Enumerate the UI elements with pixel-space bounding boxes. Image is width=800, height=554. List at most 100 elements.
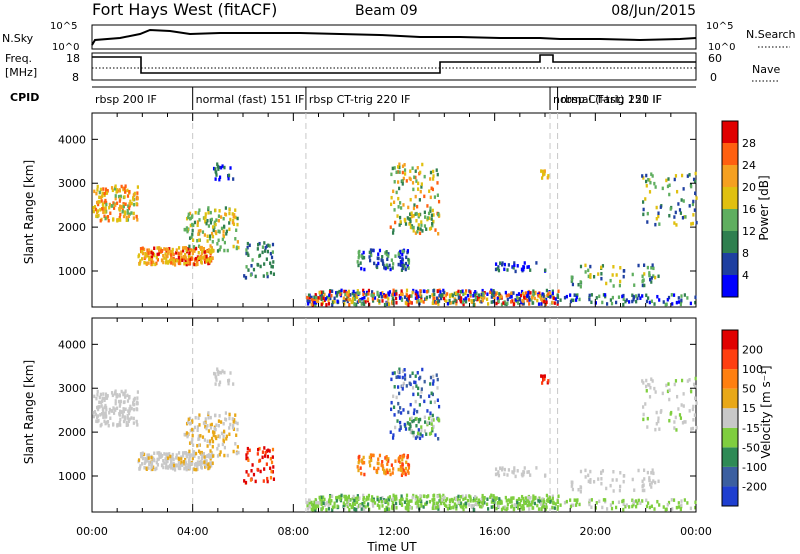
- cpid-mode-label: normal (fast) 151 IF: [553, 93, 662, 106]
- velocity-echo: [320, 502, 323, 507]
- power-echo: [181, 258, 184, 262]
- power-echo: [159, 249, 162, 253]
- power-echo: [402, 263, 405, 268]
- velocity-echo: [145, 466, 148, 471]
- velocity-echo: [665, 383, 668, 388]
- velocity-echo: [507, 468, 511, 472]
- power-mode-dashes: [192, 113, 559, 307]
- power-echo: [118, 204, 122, 209]
- power-echo: [220, 226, 224, 231]
- velocity-echo: [202, 451, 206, 456]
- velocity-mode-dashes: [192, 318, 559, 512]
- velocity-echo: [541, 374, 544, 379]
- velocity-echo: [135, 419, 138, 424]
- power-echo: [545, 300, 548, 304]
- colorbar-tick-label: 16: [742, 203, 756, 216]
- power-echo: [231, 212, 234, 216]
- velocity-echo: [556, 507, 559, 511]
- velocity-echo: [411, 371, 414, 375]
- power-echo: [229, 166, 232, 170]
- power-echo: [594, 301, 597, 305]
- velocity-echo: [308, 501, 311, 505]
- power-echo: [228, 207, 231, 212]
- velocity-echo: [193, 425, 197, 430]
- power-echo: [156, 246, 159, 250]
- freq-frame: [91, 52, 697, 81]
- velocity-echo: [419, 498, 422, 502]
- power-echo: [398, 170, 401, 174]
- power-echo: [464, 289, 468, 293]
- power-echo: [236, 216, 239, 221]
- power-echo: [648, 300, 651, 305]
- power-echo: [552, 296, 555, 300]
- power-echo: [148, 257, 151, 262]
- velocity-echo: [371, 504, 375, 508]
- velocity-echo: [641, 479, 644, 484]
- velocity-echo: [541, 381, 544, 385]
- freq-tick-18: 18: [66, 52, 80, 65]
- power-echo: [144, 255, 147, 259]
- velocity-echo: [138, 467, 141, 471]
- power-echo: [314, 293, 317, 297]
- colorbar-tick-label: 12: [742, 225, 756, 238]
- power-echo: [170, 261, 173, 265]
- velocity-echo: [164, 465, 168, 470]
- velocity-echo: [389, 472, 392, 477]
- velocity-echo: [191, 419, 194, 423]
- power-echo: [673, 221, 676, 225]
- power-echo: [227, 173, 231, 178]
- velocity-echo: [396, 370, 400, 374]
- power-echo: [401, 164, 405, 169]
- power-echo: [677, 202, 680, 206]
- velocity-echo: [118, 409, 122, 414]
- velocity-echo: [653, 386, 656, 391]
- velocity-echo: [644, 384, 648, 389]
- velocity-echo: [122, 391, 125, 396]
- velocity-echo: [208, 455, 211, 459]
- velocity-echo: [625, 503, 628, 507]
- velocity-echo: [612, 470, 615, 474]
- power-echo: [514, 269, 517, 274]
- velocity-echo: [168, 464, 171, 469]
- power-echo: [320, 302, 323, 307]
- power-echo: [449, 301, 452, 305]
- power-echo: [405, 288, 409, 293]
- power-echo: [228, 227, 231, 232]
- power-echo: [211, 249, 215, 253]
- velocity-echo: [637, 468, 640, 473]
- velocity-echo: [388, 468, 391, 473]
- velocity-echo: [414, 374, 417, 378]
- velocity-echo: [185, 453, 188, 458]
- power-echo: [362, 288, 365, 293]
- velocity-echo: [427, 416, 431, 421]
- velocity-echo: [188, 449, 191, 454]
- velocity-echo: [526, 470, 529, 474]
- power-echo: [500, 294, 503, 299]
- velocity-echo: [102, 392, 105, 396]
- power-echo: [214, 222, 217, 227]
- power-colorbar-label: Power [dB]: [757, 175, 771, 240]
- power-echo: [99, 187, 102, 192]
- velocity-echo: [492, 504, 495, 509]
- velocity-echo: [455, 507, 458, 511]
- velocity-echo: [155, 466, 158, 471]
- velocity-echo: [421, 367, 424, 372]
- power-echo: [206, 234, 209, 238]
- power-echo: [494, 292, 497, 297]
- power-echo: [183, 261, 186, 266]
- power-echo: [478, 299, 482, 304]
- velocity-echo: [408, 499, 412, 503]
- velocity-echo: [680, 503, 683, 507]
- velocity-echo: [496, 472, 499, 476]
- power-echo: [140, 257, 144, 261]
- power-echo: [124, 184, 127, 188]
- velocity-echo: [391, 502, 394, 506]
- velocity-echo: [189, 428, 192, 433]
- power-echo: [467, 298, 471, 302]
- power-echo: [400, 289, 403, 293]
- velocity-echo: [429, 414, 432, 418]
- velocity-echo: [203, 438, 206, 442]
- power-echo: [114, 196, 117, 201]
- velocity-echo: [96, 414, 99, 418]
- velocity-echo: [433, 497, 436, 502]
